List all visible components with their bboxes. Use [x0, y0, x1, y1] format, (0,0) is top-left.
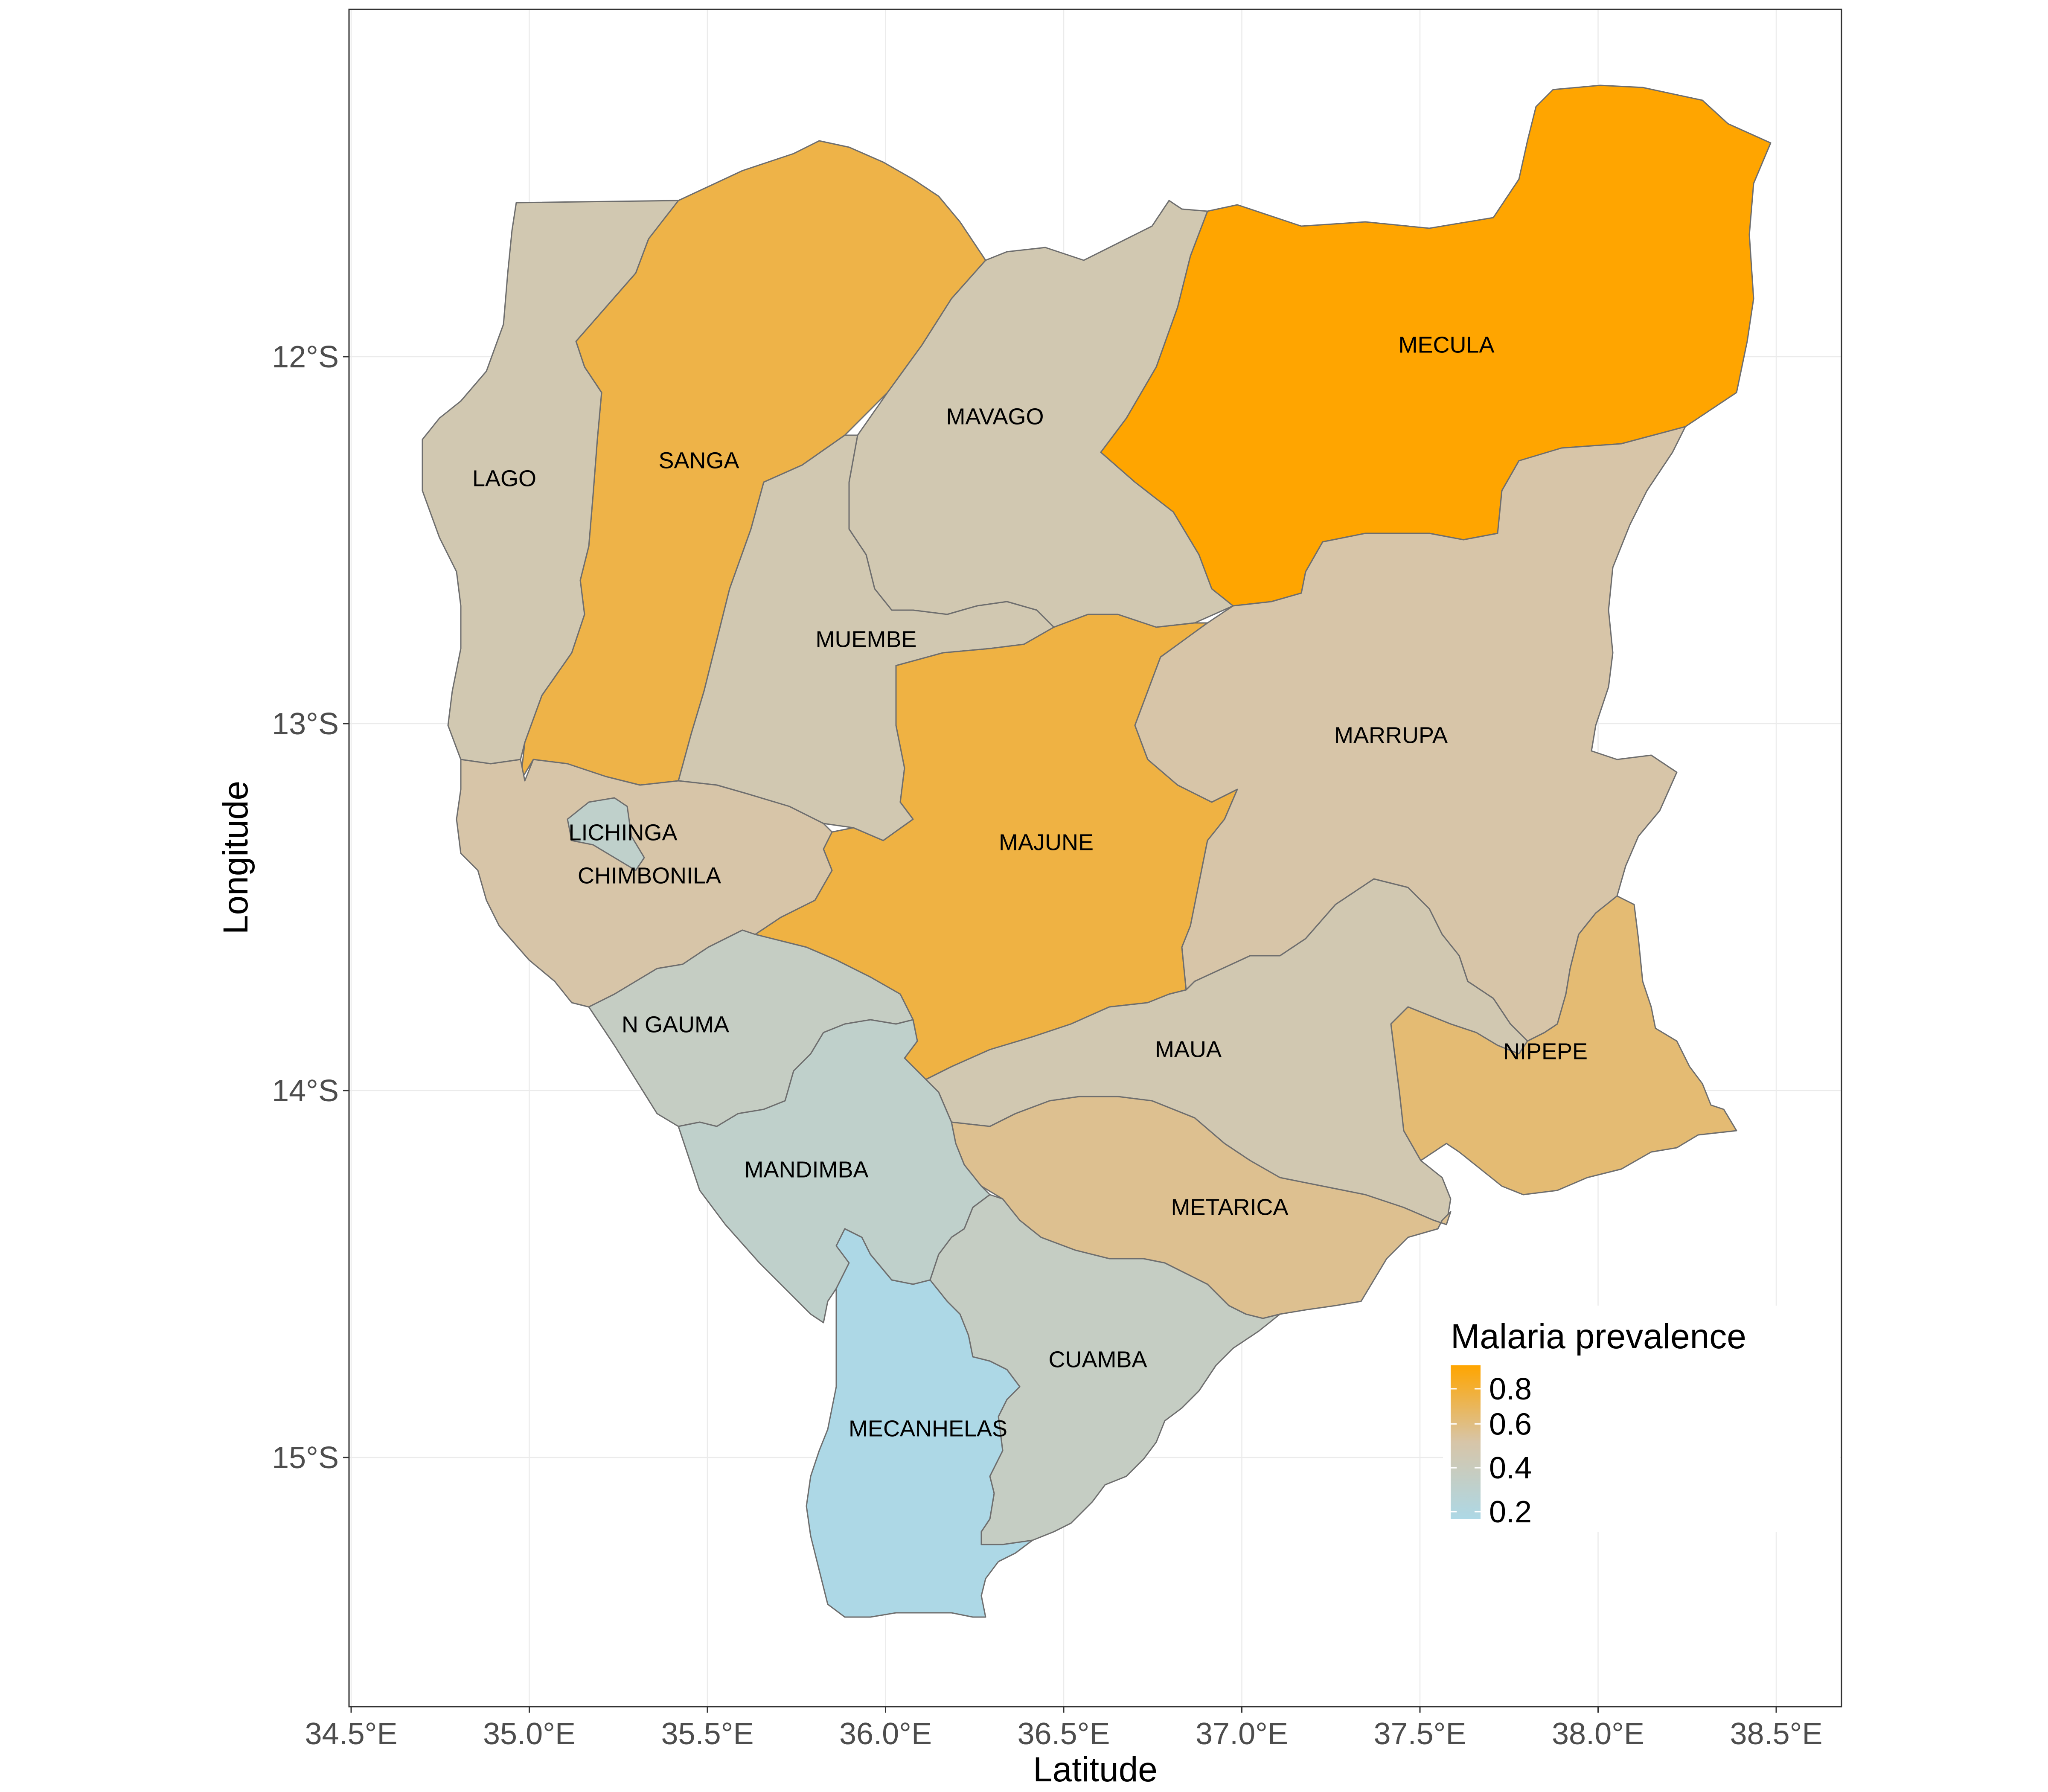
- district-label-majune: MAJUNE: [999, 829, 1094, 855]
- district-label-chimbonila: CHIMBONILA: [578, 863, 721, 888]
- x-tick-label: 35.5°E: [661, 1717, 754, 1751]
- district-chimbonila[interactable]: [456, 759, 833, 1008]
- x-tick-label: 37.5°E: [1374, 1717, 1466, 1751]
- y-tick-label: 12°S: [272, 340, 339, 374]
- district-label-cuamba: CUAMBA: [1048, 1347, 1147, 1372]
- x-tick-label: 38.0°E: [1552, 1717, 1644, 1751]
- district-labels: MECULA SANGA MAJUNE NIPEPE METARICA MARR…: [472, 332, 1588, 1441]
- district-label-sanga: SANGA: [658, 448, 739, 473]
- legend-tick-label: 0.2: [1489, 1495, 1532, 1529]
- legend-tick-label: 0.6: [1489, 1407, 1532, 1441]
- x-axis-title: Latitude: [1033, 1750, 1158, 1789]
- x-tick-label: 37.0°E: [1196, 1717, 1288, 1751]
- district-nipepe[interactable]: [1390, 895, 1737, 1196]
- district-mecanhelas[interactable]: [806, 1228, 1033, 1618]
- y-axis: 12°S 13°S 14°S 15°S: [272, 340, 349, 1475]
- y-tick-label: 14°S: [272, 1074, 339, 1108]
- legend-ticks: 0.80.6 0.4 0.2: [1451, 1372, 1532, 1529]
- district-label-nipepe: NIPEPE: [1503, 1039, 1588, 1064]
- legend-colorbar: [1451, 1365, 1481, 1519]
- legend-title: Malaria prevalence: [1451, 1317, 1746, 1356]
- legend: Malaria prevalence 0.80.6 0.4 0.2: [1443, 1306, 1840, 1532]
- district-label-metarica: METARICA: [1171, 1194, 1288, 1220]
- x-tick-label: 34.5°E: [305, 1717, 398, 1751]
- x-tick-label: 36.5°E: [1018, 1717, 1110, 1751]
- x-tick-label: 36.0°E: [839, 1717, 932, 1751]
- legend-tick-label: 0.8: [1489, 1372, 1532, 1406]
- district-label-mandimba: MANDIMBA: [744, 1157, 868, 1182]
- district-label-n-gauma: N GAUMA: [622, 1012, 729, 1037]
- x-tick-label: 35.0°E: [483, 1717, 576, 1751]
- district-label-lago: LAGO: [472, 465, 536, 491]
- district-layer: [422, 84, 1772, 1618]
- district-label-mavago: MAVAGO: [946, 404, 1044, 429]
- district-label-lichinga: LICHINGA: [568, 820, 677, 845]
- district-label-marrupa: MARRUPA: [1334, 722, 1448, 748]
- x-tick-label: 38.5°E: [1730, 1717, 1823, 1751]
- district-label-mecula: MECULA: [1398, 332, 1494, 358]
- y-axis-title: Longitude: [216, 781, 255, 934]
- district-label-muembe: MUEMBE: [815, 626, 916, 652]
- district-label-maua: MAUA: [1155, 1036, 1222, 1062]
- y-tick-label: 13°S: [272, 707, 339, 741]
- district-label-mecanhelas: MECANHELAS: [849, 1416, 1007, 1441]
- plot-panel-border: [348, 9, 1842, 1708]
- legend-tick-label: 0.4: [1489, 1451, 1532, 1485]
- x-axis: 34.5°E 35.0°E 35.5°E 36.0°E 36.5°E 37.0°E 37.5…: [305, 1707, 1823, 1751]
- district-lichinga[interactable]: [567, 797, 645, 871]
- legend-background: [1443, 1306, 1840, 1532]
- y-tick-label: 15°S: [272, 1441, 339, 1475]
